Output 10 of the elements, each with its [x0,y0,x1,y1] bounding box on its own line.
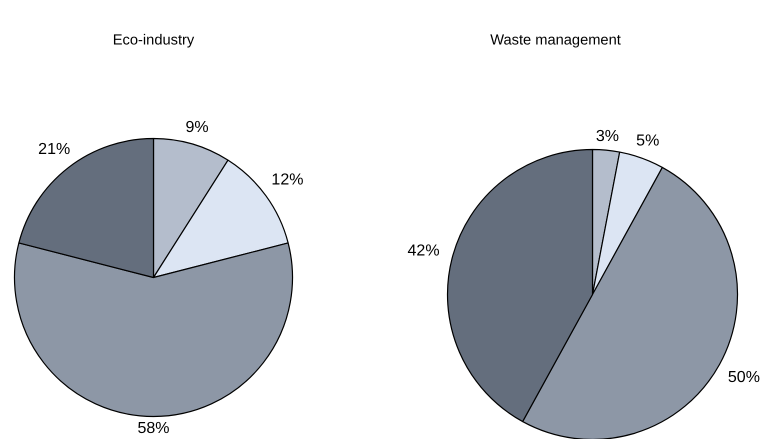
chart-title: Eco-industry [112,32,195,48]
data-label: 3% [596,128,619,146]
data-label: 42% [408,242,440,260]
data-label: 5% [636,132,660,150]
data-label: 9% [185,119,209,136]
data-label: 58% [137,420,170,437]
data-label: 50% [728,369,760,386]
chart-title: Waste management [490,32,621,48]
data-label: 12% [271,172,304,189]
data-label: 21% [38,140,70,158]
